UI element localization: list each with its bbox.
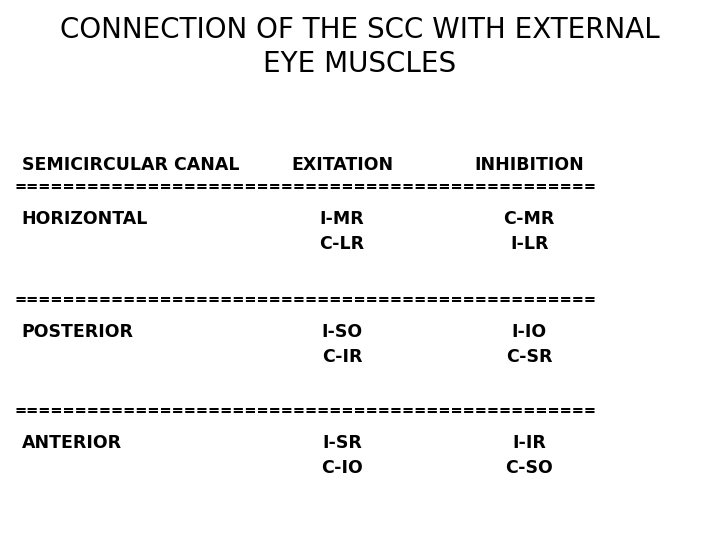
Text: INHIBITION: INHIBITION bbox=[474, 156, 584, 174]
Text: C-SO: C-SO bbox=[505, 459, 553, 477]
Text: I-IR: I-IR bbox=[512, 434, 546, 452]
Text: I-MR: I-MR bbox=[320, 210, 364, 228]
Text: ================================================: ========================================… bbox=[14, 403, 596, 418]
Text: HORIZONTAL: HORIZONTAL bbox=[22, 210, 148, 228]
Text: POSTERIOR: POSTERIOR bbox=[22, 323, 134, 341]
Text: C-IR: C-IR bbox=[322, 348, 362, 367]
Text: C-IO: C-IO bbox=[321, 459, 363, 477]
Text: SEMICIRCULAR CANAL: SEMICIRCULAR CANAL bbox=[22, 156, 239, 174]
Text: CONNECTION OF THE SCC WITH EXTERNAL
EYE MUSCLES: CONNECTION OF THE SCC WITH EXTERNAL EYE … bbox=[60, 16, 660, 78]
Text: I-SO: I-SO bbox=[321, 323, 363, 341]
Text: ================================================: ========================================… bbox=[14, 179, 596, 194]
Text: I-IO: I-IO bbox=[512, 323, 546, 341]
Text: C-SR: C-SR bbox=[506, 348, 552, 367]
Text: I-SR: I-SR bbox=[322, 434, 362, 452]
Text: C-MR: C-MR bbox=[503, 210, 555, 228]
Text: ================================================: ========================================… bbox=[14, 292, 596, 307]
Text: C-LR: C-LR bbox=[320, 235, 364, 253]
Text: I-LR: I-LR bbox=[510, 235, 549, 253]
Text: ANTERIOR: ANTERIOR bbox=[22, 434, 122, 452]
Text: EXITATION: EXITATION bbox=[291, 156, 393, 174]
